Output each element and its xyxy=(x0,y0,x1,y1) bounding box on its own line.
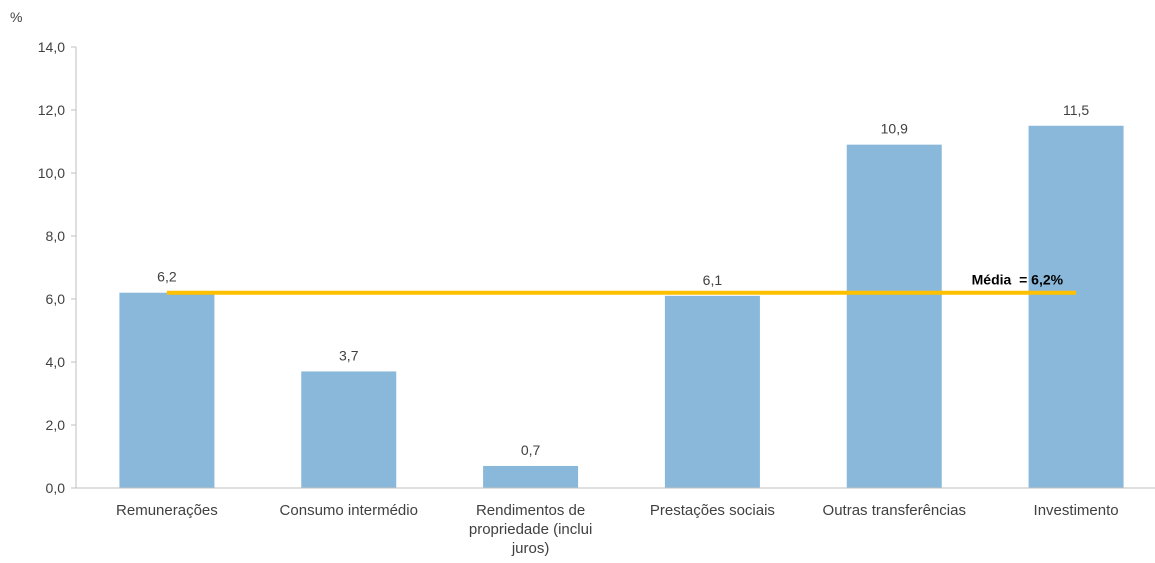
bar-data-label: 10,9 xyxy=(881,121,908,137)
y-tick-label: 6,0 xyxy=(46,291,66,307)
x-axis: Remunerações Consumo intermédio Rendimento… xyxy=(76,487,1155,557)
average-line-group: Média = 6,2% xyxy=(166,272,1077,295)
bar xyxy=(119,292,215,488)
bar xyxy=(664,295,760,488)
bar-data-label: 3,7 xyxy=(339,347,359,363)
bar xyxy=(846,144,942,488)
y-tick-label: 12,0 xyxy=(38,102,65,118)
x-category-label: Remunerações xyxy=(116,502,218,519)
x-category-label: Outras transferências xyxy=(823,502,966,519)
x-category-label: Investimento xyxy=(1034,502,1119,519)
y-tick-label: 0,0 xyxy=(46,480,66,496)
y-tick-label: 14,0 xyxy=(38,39,65,55)
bar-data-label: 6,2 xyxy=(157,269,177,285)
y-axis-unit-label: % xyxy=(10,9,22,25)
y-tick-label: 8,0 xyxy=(46,228,66,244)
y-axis: 0,0 2,0 4,0 6,0 8,0 10,0 12,0 14,0 xyxy=(38,39,77,496)
y-tick-label: 10,0 xyxy=(38,165,65,181)
y-tick-label: 4,0 xyxy=(46,354,66,370)
bar xyxy=(301,371,397,488)
x-category-label: Prestações sociais xyxy=(650,502,775,519)
bar-data-label: 6,1 xyxy=(703,272,723,288)
bars-group: 6,2 3,7 0,7 6,1 10,9 11,5 xyxy=(119,102,1124,488)
average-line-label: Média = 6,2% xyxy=(972,272,1064,288)
x-category-label: Rendimentos de propriedade (inclui juros) xyxy=(469,502,592,557)
bar xyxy=(483,465,579,488)
bar-data-label: 0,7 xyxy=(521,442,541,458)
y-tick-label: 2,0 xyxy=(46,417,66,433)
bar-data-label: 11,5 xyxy=(1063,102,1089,118)
bar xyxy=(1028,125,1124,488)
x-category-label: Consumo intermédio xyxy=(280,502,418,519)
